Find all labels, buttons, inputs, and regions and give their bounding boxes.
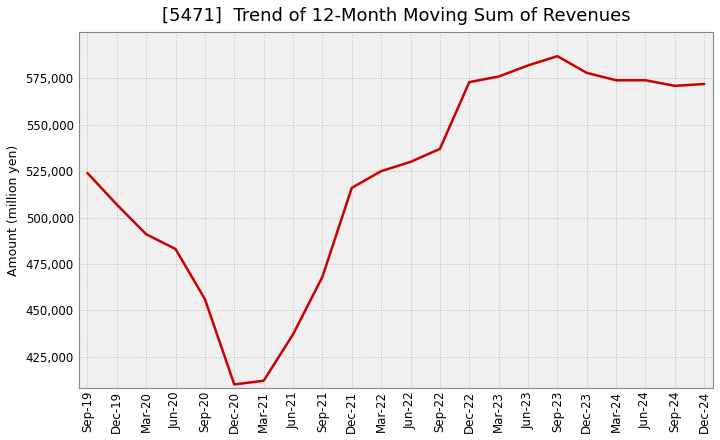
Title: [5471]  Trend of 12-Month Moving Sum of Revenues: [5471] Trend of 12-Month Moving Sum of R…: [161, 7, 630, 25]
Y-axis label: Amount (million yen): Amount (million yen): [7, 144, 20, 276]
